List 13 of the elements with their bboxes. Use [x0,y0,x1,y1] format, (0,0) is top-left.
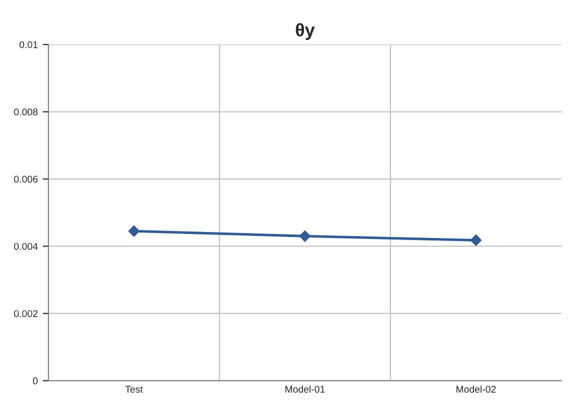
y-tick-label: 0.006 [14,176,38,183]
y-tick-label: 0.002 [14,310,38,318]
point [470,234,482,246]
y-tick-label: 0.004 [14,242,38,250]
y-tick-label: 0.008 [14,108,38,116]
point [299,230,311,242]
y-tick-label: 0.01 [19,41,38,48]
x-tick-label: Model-01 [285,386,325,393]
x-tick-label: Test [125,386,143,393]
chart-title: θy [296,23,315,40]
x-tick-label: Model-02 [456,386,496,393]
y-tick-label: 0 [33,377,38,384]
point [128,226,140,237]
